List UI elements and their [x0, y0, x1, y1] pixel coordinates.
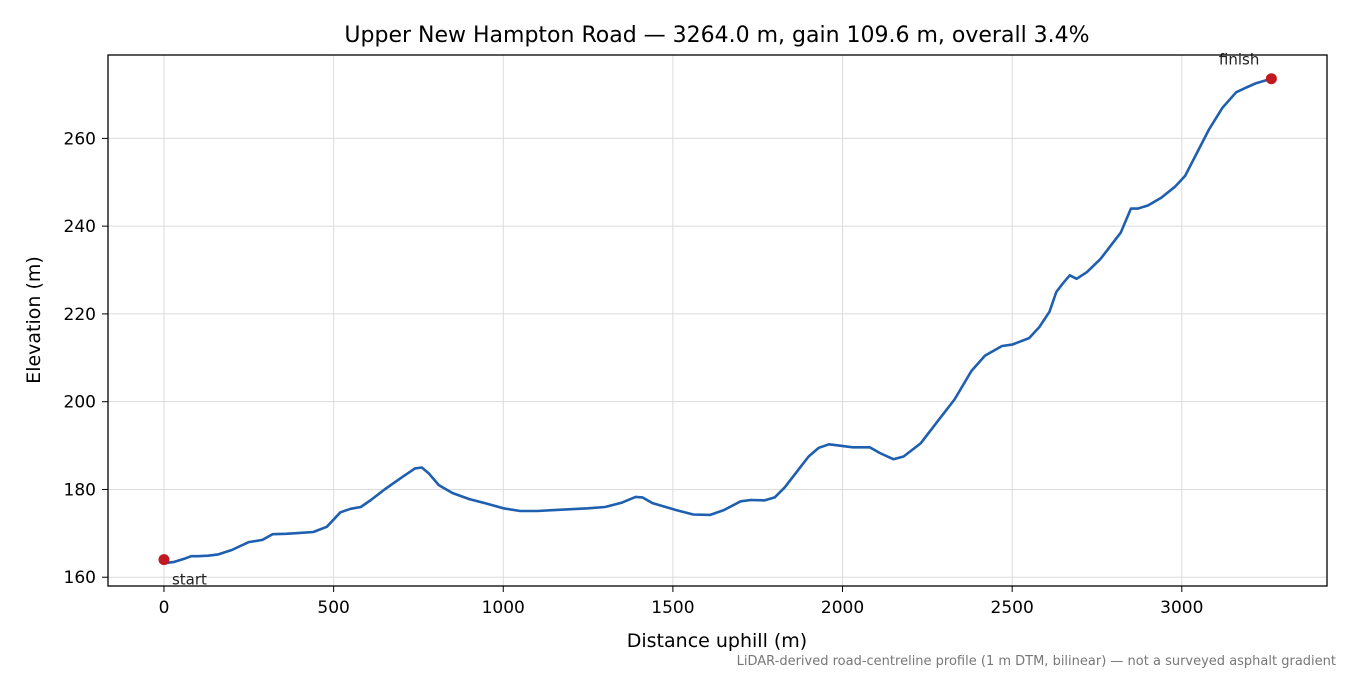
plot-frame — [107, 54, 1328, 587]
start-marker — [158, 554, 170, 566]
footnote: LiDAR-derived road-centreline profile (1… — [737, 654, 1336, 669]
x-tick-label: 1500 — [651, 598, 694, 618]
x-tick-label: 2000 — [821, 598, 864, 618]
gridlines — [108, 55, 1327, 586]
y-tick-label: 220 — [64, 305, 96, 325]
y-tick-label: 160 — [64, 568, 96, 588]
x-tick-label: 3000 — [1160, 598, 1203, 618]
x-axis-label: Distance uphill (m) — [627, 630, 807, 652]
x-tick-label: 0 — [159, 598, 170, 618]
x-tick-label: 1000 — [482, 598, 525, 618]
y-tick-label: 260 — [64, 129, 96, 149]
start-label: start — [172, 571, 207, 589]
y-tick-label: 200 — [64, 393, 96, 413]
x-tick-label: 2500 — [991, 598, 1034, 618]
x-axis-ticks: 0 500 1000 1500 2000 2500 3000 — [159, 586, 1203, 618]
y-tick-label: 240 — [64, 217, 96, 237]
elevation-line — [162, 77, 1273, 565]
finish-label: finish — [1219, 51, 1259, 69]
y-tick-label: 180 — [64, 480, 96, 500]
chart-title: Upper New Hampton Road — 3264.0 m, gain … — [344, 23, 1089, 48]
x-tick-label: 500 — [317, 598, 349, 618]
finish-marker — [1265, 73, 1277, 85]
series-layer — [162, 77, 1273, 565]
y-axis-ticks: 160 180 200 220 240 260 — [64, 129, 108, 588]
y-axis-label: Elevation (m) — [23, 256, 45, 384]
